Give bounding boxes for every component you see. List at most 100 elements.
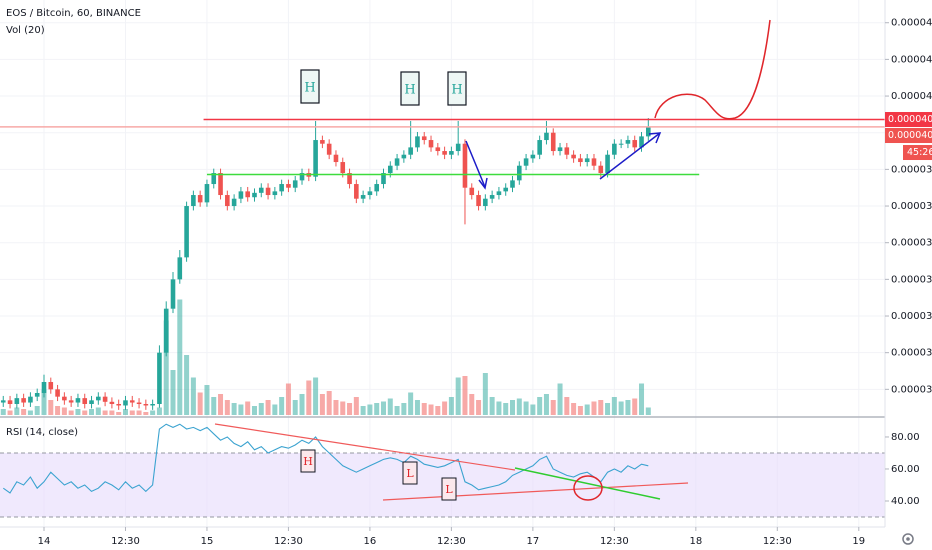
volume-bar xyxy=(75,409,81,415)
volume-bar xyxy=(163,320,169,415)
candle-body xyxy=(204,184,210,203)
volume-bar xyxy=(516,398,522,415)
volume-bar xyxy=(211,397,217,415)
x-tick-label: 15 xyxy=(201,536,214,547)
volume-bar xyxy=(326,391,332,415)
volume-bar xyxy=(503,403,509,415)
candle-body xyxy=(646,126,651,137)
volume-bar xyxy=(102,410,108,415)
candle-body xyxy=(469,187,475,196)
y-tick-label: 0.00003850 xyxy=(891,238,932,249)
volume-bar xyxy=(204,385,210,415)
candle-body xyxy=(14,398,20,405)
volume-bar xyxy=(618,401,624,415)
volume-bar xyxy=(55,406,61,415)
volume-bar xyxy=(272,404,278,415)
volume-bar xyxy=(448,397,454,415)
arrow-head xyxy=(648,132,662,144)
candle-body xyxy=(225,195,230,207)
candle-body xyxy=(360,195,366,199)
candle-body xyxy=(55,389,60,397)
candle-body xyxy=(7,400,13,405)
candle-body xyxy=(320,140,325,144)
candle-body xyxy=(218,173,223,196)
candle-body xyxy=(68,400,74,403)
volume-bar xyxy=(543,394,549,415)
volume-bar xyxy=(41,389,47,415)
price-tag-label: 0.00004008 xyxy=(888,130,932,141)
candle-body xyxy=(333,154,339,163)
candle-body xyxy=(82,398,88,405)
candle-body xyxy=(292,180,298,188)
volume-bar xyxy=(224,400,230,415)
drawing-curve xyxy=(654,19,771,120)
volume-bar xyxy=(258,403,264,415)
volume-bar xyxy=(414,400,420,415)
price-tag xyxy=(885,112,932,128)
volume-bar xyxy=(577,406,583,415)
gear[interactable] xyxy=(902,533,914,545)
settings-icon[interactable] xyxy=(902,533,914,545)
volume-bar xyxy=(68,410,74,415)
candle-body xyxy=(571,154,576,159)
candle-body xyxy=(435,147,441,152)
arrow-head xyxy=(478,177,488,190)
volume-bar xyxy=(27,410,33,415)
volume-bar xyxy=(598,400,604,415)
volume-bar xyxy=(21,409,27,415)
volume-bar xyxy=(394,406,400,415)
annotation-label: H xyxy=(303,455,313,468)
volume-bar xyxy=(408,392,414,415)
candle-body xyxy=(476,195,481,207)
volume-bar xyxy=(143,412,149,415)
candle-body xyxy=(184,206,189,258)
volume-bar xyxy=(48,400,54,415)
candle-body xyxy=(537,140,542,155)
candle-body xyxy=(557,147,563,152)
candle-body xyxy=(530,154,536,159)
volume-bar xyxy=(571,403,577,415)
x-tick-label: 12:30 xyxy=(600,536,629,547)
x-tick-label: 18 xyxy=(689,536,702,547)
candle-body xyxy=(496,191,502,196)
rsi-tick-label: 80.00 xyxy=(891,432,920,443)
volume-bar xyxy=(292,400,298,415)
candle-body xyxy=(75,398,81,403)
volume-bar xyxy=(156,407,162,415)
y-tick-label: 0.00003800 xyxy=(891,274,932,285)
volume-bar xyxy=(611,397,617,415)
candle-body xyxy=(578,158,583,163)
annotation-label: L xyxy=(406,467,414,480)
volume-bar xyxy=(313,377,319,415)
candle-body xyxy=(544,132,549,141)
volume-bar xyxy=(95,407,101,415)
volume-bar xyxy=(238,404,244,415)
gear-center[interactable] xyxy=(906,537,910,541)
volume-bar xyxy=(550,400,556,415)
price-tag xyxy=(885,128,932,144)
candle-body xyxy=(354,184,359,199)
annotation-label: H xyxy=(451,83,462,98)
volume-bar xyxy=(510,400,516,415)
candle-body xyxy=(177,257,183,280)
volume-bar xyxy=(632,398,638,415)
volume-bar xyxy=(421,403,427,415)
candle-body xyxy=(143,404,149,406)
rsi-legend: RSI (14, close) xyxy=(6,427,78,438)
y-tick-label: 0.00003950 xyxy=(891,164,932,175)
volume-bar xyxy=(435,406,441,415)
candle-body xyxy=(41,382,47,394)
y-tick-label: 0.00004100 xyxy=(891,54,932,65)
volume-bar xyxy=(218,394,224,415)
candle-body xyxy=(367,191,373,196)
candle-body xyxy=(483,198,488,207)
volume-bar xyxy=(537,397,543,415)
candle-body xyxy=(238,191,244,199)
volume-bar xyxy=(197,392,203,415)
rsi-circle xyxy=(573,475,603,501)
candle-body xyxy=(564,147,570,155)
candle-body xyxy=(510,180,515,188)
candle-body xyxy=(96,396,101,401)
volume-bar xyxy=(7,410,13,415)
